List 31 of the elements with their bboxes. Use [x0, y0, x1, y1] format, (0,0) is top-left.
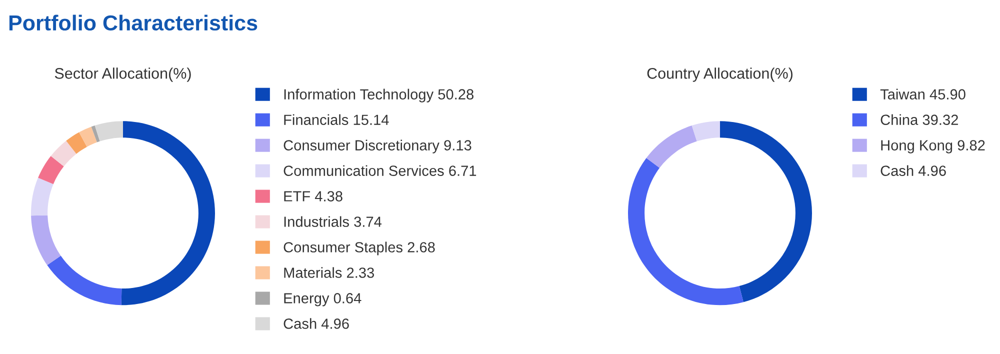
legend-label: Cash 4.96 — [284, 318, 349, 329]
donut-slice — [91, 126, 100, 142]
legend-label: Hong Kong 9.82 — [881, 140, 985, 154]
chart-subtitle: Sector Allocation(%) — [54, 68, 191, 82]
legend-label: Materials 2.33 — [284, 267, 374, 278]
donut-slice — [628, 158, 744, 306]
donut-slice — [31, 178, 54, 216]
donut-slice — [31, 215, 61, 266]
legend-label: Industrials 3.74 — [284, 216, 382, 227]
donut-slice — [94, 121, 123, 142]
chart-subtitle: Country Allocation(%) — [647, 68, 793, 82]
legend-label: Taiwan 45.90 — [880, 88, 966, 100]
donut-slice — [692, 121, 720, 142]
legend-label: China 39.32 — [880, 114, 958, 125]
legend-label: Consumer Staples 2.68 — [284, 242, 435, 256]
donut-slice — [50, 140, 76, 166]
legend-label: Cash 4.96 — [880, 165, 946, 176]
donut-slice — [121, 121, 215, 306]
chart-title: Portfolio Characteristics — [9, 14, 258, 31]
donut-slice — [646, 126, 697, 168]
donut-slice — [38, 156, 64, 184]
donut-slice — [66, 132, 87, 154]
legend-label: Energy 0.64 — [284, 293, 362, 306]
legend-label: Information Technology 50.28 — [284, 88, 474, 102]
donut-slice — [47, 256, 122, 306]
donut-slice — [720, 121, 812, 302]
legend-label: Consumer Discretionary 9.13 — [284, 140, 472, 154]
legend-label: Communication Services 6.71 — [284, 165, 476, 176]
legend-label: Financials 15.14 — [284, 114, 389, 125]
legend-label: ETF 4.38 — [284, 191, 342, 202]
donut-slice — [79, 126, 97, 147]
